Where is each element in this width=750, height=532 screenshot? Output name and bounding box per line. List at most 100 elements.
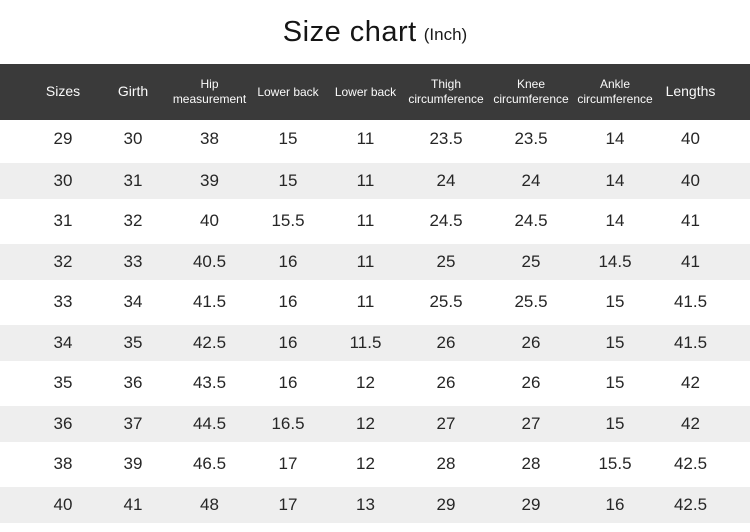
table-cell: 16 <box>574 482 656 527</box>
table-cell: 32 <box>0 239 96 284</box>
table-cell: 17 <box>278 454 298 474</box>
table-row-size-31: 31 32 40 15.5 11 24.5 24.5 14 41 <box>0 201 750 242</box>
table-cell: 37 <box>96 401 170 446</box>
table-body: 29 30 38 15 11 23.5 23.5 14 40 30 31 39 15 11 24 24 14 40… <box>0 120 750 527</box>
page-title-unit: (Inch) <box>423 25 468 44</box>
table-cell: 28 <box>521 454 541 474</box>
table-cell: 36 <box>123 373 143 393</box>
header-cell-hip-measurement: Hip measurement <box>170 64 249 120</box>
table-cell: 40 <box>656 158 750 203</box>
table-cell: 16.5 <box>249 401 327 446</box>
table-cell: 40 <box>681 129 700 149</box>
header-cell-thigh-circumference: Thigh circumference <box>404 64 488 120</box>
table-cell: 25 <box>404 239 488 284</box>
table-cell: 41.5 <box>192 292 227 312</box>
table-cell: 16 <box>278 373 298 393</box>
table-cell: 42.5 <box>170 320 249 365</box>
table-cell: 39 <box>123 454 143 474</box>
table-cell: 40 <box>0 482 96 527</box>
table-header-row: Sizes Girth Hip measurement Lower back Lower… <box>0 64 750 120</box>
table-cell: 42 <box>681 373 700 393</box>
table-cell: 30 <box>123 129 143 149</box>
table-cell: 16 <box>249 239 327 284</box>
table-cell: 34 <box>0 320 96 365</box>
table-cell: 44.5 <box>170 401 249 446</box>
table-cell: 41.5 <box>656 320 750 365</box>
table-cell: 48 <box>170 482 249 527</box>
table-cell: 41 <box>656 239 750 284</box>
table-row-size-33: 33 34 41.5 16 11 25.5 25.5 15 41.5 <box>0 282 750 323</box>
table-cell: 23.5 <box>429 129 463 149</box>
table-cell: 12 <box>356 373 375 393</box>
table-cell: 15 <box>574 320 656 365</box>
table-cell: 46.5 <box>192 454 227 474</box>
table-cell: 14 <box>605 211 625 231</box>
table-row-size-34: 34 35 42.5 16 11.5 26 26 15 41.5 <box>0 320 750 365</box>
table-cell: 15 <box>278 129 298 149</box>
table-cell: 42.5 <box>673 454 708 474</box>
header-cell-ankle-circumference: Ankle circumference <box>574 64 656 120</box>
table-cell: 40.5 <box>170 239 249 284</box>
table-cell: 11 <box>327 158 404 203</box>
table-cell: 27 <box>488 401 574 446</box>
table-cell: 16 <box>278 292 298 312</box>
table-cell: 11 <box>356 129 375 149</box>
header-cell-lower-back: Lower back <box>249 64 327 120</box>
table-cell: 31 <box>96 158 170 203</box>
header-cell-lower-back: Lower back <box>327 64 404 120</box>
table-cell: 38 <box>53 454 73 474</box>
table-cell: 15 <box>249 158 327 203</box>
table-row-size-36: 36 37 44.5 16.5 12 27 27 15 42 <box>0 401 750 446</box>
table-cell: 24 <box>488 158 574 203</box>
table-cell: 34 <box>123 292 143 312</box>
header-cell-girth: Girth <box>96 64 170 120</box>
table-cell: 42 <box>656 401 750 446</box>
size-chart-table: Sizes Girth Hip measurement Lower back Lower… <box>0 64 750 527</box>
table-cell: 25 <box>488 239 574 284</box>
table-cell: 24.5 <box>429 211 463 231</box>
table-cell: 25.5 <box>514 292 548 312</box>
table-row-size-30: 30 31 39 15 11 24 24 14 40 <box>0 158 750 203</box>
table-cell: 11.5 <box>327 320 404 365</box>
table-cell: 26 <box>521 373 541 393</box>
table-cell: 15.5 <box>598 454 632 474</box>
table-cell: 26 <box>436 373 456 393</box>
table-cell: 14 <box>574 158 656 203</box>
table-cell: 29 <box>404 482 488 527</box>
table-cell: 31 <box>53 211 73 231</box>
header-cell-knee-circumference: Knee circumference <box>488 64 574 120</box>
table-cell: 27 <box>404 401 488 446</box>
table-cell: 33 <box>53 292 73 312</box>
header-cell-sizes: Sizes <box>0 64 96 120</box>
table-cell: 16 <box>249 320 327 365</box>
table-row-size-29: 29 30 38 15 11 23.5 23.5 14 40 <box>0 120 750 161</box>
table-cell: 15 <box>574 401 656 446</box>
table-cell: 40 <box>200 211 219 231</box>
table-cell: 26 <box>404 320 488 365</box>
table-cell: 23.5 <box>514 129 548 149</box>
table-cell: 25.5 <box>429 292 463 312</box>
table-cell: 17 <box>249 482 327 527</box>
table-cell: 39 <box>170 158 249 203</box>
table-header: Sizes Girth Hip measurement Lower back Lower… <box>0 64 750 120</box>
table-cell: 33 <box>96 239 170 284</box>
table-cell: 15 <box>605 292 625 312</box>
table-row-size-40: 40 41 48 17 13 29 29 16 42.5 <box>0 482 750 527</box>
table-cell: 26 <box>488 320 574 365</box>
table-cell: 11 <box>356 211 375 231</box>
table-row-size-38: 38 39 46.5 17 12 28 28 15.5 42.5 <box>0 444 750 485</box>
table-cell: 29 <box>488 482 574 527</box>
table-cell: 28 <box>436 454 456 474</box>
table-cell: 14 <box>605 129 625 149</box>
table-cell: 30 <box>0 158 96 203</box>
table-cell: 38 <box>200 129 219 149</box>
page-title-text: Size chart <box>282 15 417 48</box>
header-cell-lengths: Lengths <box>656 64 750 120</box>
table-cell: 42.5 <box>656 482 750 527</box>
table-row-size-35: 35 36 43.5 16 12 26 26 15 42 <box>0 363 750 404</box>
table-cell: 36 <box>0 401 96 446</box>
table-cell: 11 <box>356 292 375 312</box>
table-cell: 41 <box>96 482 170 527</box>
table-cell: 24.5 <box>514 211 548 231</box>
